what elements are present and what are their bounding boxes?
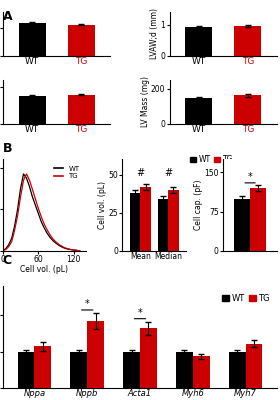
Text: #: # bbox=[136, 168, 144, 178]
TG bbox=[13, 228, 16, 232]
Text: B: B bbox=[3, 142, 12, 155]
Bar bbox=[141, 187, 151, 251]
Text: A: A bbox=[3, 10, 12, 23]
WT bbox=[54, 241, 58, 246]
TG bbox=[52, 237, 55, 242]
TG bbox=[78, 248, 81, 253]
TG bbox=[22, 178, 25, 182]
Bar bbox=[168, 190, 179, 251]
TG bbox=[1, 248, 4, 253]
WT bbox=[31, 194, 34, 199]
WT bbox=[19, 186, 22, 191]
Bar bbox=[123, 352, 140, 388]
Bar bbox=[250, 188, 266, 251]
Bar bbox=[193, 356, 210, 388]
Bar bbox=[19, 23, 46, 56]
Bar bbox=[34, 346, 51, 388]
TG bbox=[43, 222, 46, 227]
TG bbox=[16, 213, 19, 218]
Bar bbox=[234, 26, 261, 56]
WT bbox=[34, 203, 37, 208]
Bar bbox=[229, 352, 246, 388]
Bar bbox=[67, 94, 95, 124]
Bar bbox=[70, 352, 87, 388]
Y-axis label: Cell cap. (pF): Cell cap. (pF) bbox=[194, 180, 203, 230]
TG bbox=[66, 246, 70, 251]
Bar bbox=[130, 193, 141, 251]
Bar bbox=[87, 321, 104, 388]
Text: *: * bbox=[85, 299, 90, 309]
Legend: WT, TG: WT, TG bbox=[52, 163, 82, 182]
Text: *: * bbox=[248, 172, 253, 182]
TG bbox=[10, 239, 13, 244]
WT bbox=[72, 248, 76, 252]
Bar bbox=[185, 98, 213, 124]
TG bbox=[60, 244, 64, 249]
WT bbox=[28, 184, 31, 189]
TG bbox=[57, 242, 61, 247]
Text: C: C bbox=[3, 254, 12, 267]
X-axis label: Cell vol. (pL): Cell vol. (pL) bbox=[20, 265, 68, 274]
Y-axis label: Cell vol. (pL): Cell vol. (pL) bbox=[98, 181, 107, 229]
TG bbox=[7, 244, 10, 249]
Bar bbox=[185, 27, 213, 56]
Text: #: # bbox=[164, 168, 172, 178]
WT bbox=[1, 248, 4, 253]
Bar bbox=[176, 352, 193, 388]
Legend: WT, TG: WT, TG bbox=[187, 152, 236, 167]
TG bbox=[28, 178, 31, 182]
WT bbox=[69, 247, 73, 252]
WT bbox=[16, 207, 19, 212]
TG bbox=[4, 247, 8, 252]
TG bbox=[25, 172, 28, 176]
WT bbox=[52, 238, 55, 243]
WT bbox=[43, 226, 46, 230]
Y-axis label: LVAW;d (mm): LVAW;d (mm) bbox=[150, 8, 159, 60]
WT bbox=[48, 235, 52, 240]
Bar bbox=[18, 352, 34, 388]
WT bbox=[39, 219, 43, 224]
Y-axis label: LV Mass (mg): LV Mass (mg) bbox=[141, 76, 150, 127]
TG bbox=[46, 228, 49, 232]
WT bbox=[25, 176, 28, 180]
WT bbox=[22, 172, 25, 176]
TG bbox=[75, 248, 78, 253]
WT bbox=[10, 236, 13, 241]
TG bbox=[48, 233, 52, 238]
WT bbox=[46, 231, 49, 236]
Bar bbox=[158, 199, 168, 251]
TG bbox=[72, 248, 76, 252]
TG bbox=[37, 206, 40, 211]
TG bbox=[54, 240, 58, 244]
Bar bbox=[234, 198, 250, 251]
TG bbox=[39, 214, 43, 219]
WT bbox=[60, 245, 64, 250]
WT bbox=[37, 211, 40, 216]
TG bbox=[31, 187, 34, 192]
WT bbox=[78, 248, 81, 253]
TG bbox=[34, 196, 37, 201]
WT bbox=[75, 248, 78, 253]
WT bbox=[57, 243, 61, 248]
Bar bbox=[140, 328, 157, 388]
WT bbox=[63, 246, 67, 251]
TG bbox=[69, 247, 73, 252]
Bar bbox=[67, 25, 95, 56]
Bar bbox=[246, 344, 262, 388]
WT bbox=[13, 224, 16, 228]
Line: WT: WT bbox=[3, 174, 80, 251]
WT bbox=[4, 246, 8, 251]
WT bbox=[7, 242, 10, 247]
Line: TG: TG bbox=[3, 174, 80, 251]
Legend: WT, TG: WT, TG bbox=[219, 290, 273, 306]
Text: *: * bbox=[138, 308, 142, 318]
WT bbox=[66, 247, 70, 252]
Bar bbox=[19, 96, 46, 124]
Bar bbox=[234, 95, 261, 124]
TG bbox=[19, 194, 22, 199]
TG bbox=[63, 246, 67, 250]
